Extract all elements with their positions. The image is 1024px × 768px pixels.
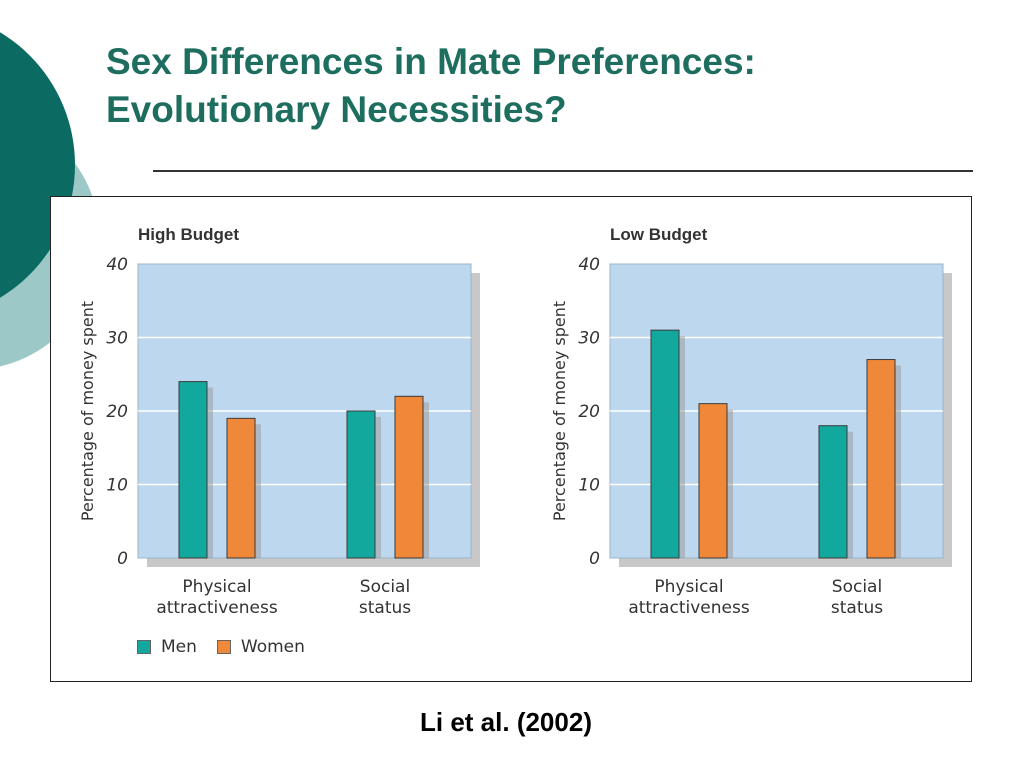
slide-title: Sex Differences in Mate Preferences: Evo… [106, 38, 986, 134]
bar-charts: 0 10 20 30 40 High Budget Percentage of money … [78, 225, 952, 618]
chart-1-category-label-2-line-2: status [359, 598, 411, 618]
chart-2-category-label-1: Physical attractiveness [628, 577, 750, 618]
chart-1-category-label-2-line-1: Social [360, 577, 410, 597]
citation: Li et al. (2002) [420, 707, 592, 737]
chart-1-y-axis-label: Percentage of money spent [78, 301, 97, 521]
legend-item-women: Women [216, 637, 305, 657]
chart-1-category-label-2: Social status [359, 577, 411, 618]
chart-1-y-tick-10: 10 [106, 476, 128, 496]
chart-2-y-tick-40: 40 [578, 255, 600, 275]
chart-2-category-label-2: Social status [831, 577, 883, 618]
chart-1-y-tick-30: 30 [106, 329, 128, 349]
chart-1-bar-men-1 [178, 381, 208, 559]
chart-1-bar-women-2 [394, 395, 424, 559]
legend-label-men: Men [161, 637, 197, 657]
slide-title-line-1: Sex Differences in Mate Preferences: [106, 41, 756, 82]
chart-2-y-tick-10: 10 [578, 476, 600, 496]
slide-title-line-2: Evolutionary Necessities? [106, 89, 567, 130]
chart-1-y-tick-20: 20 [106, 402, 128, 422]
chart-2-y-tick-30: 30 [578, 329, 600, 349]
chart-1-y-tick-40: 40 [106, 255, 128, 275]
chart-2-y-tick-20: 20 [578, 402, 600, 422]
legend-label-women: Women [240, 637, 305, 657]
chart-1-y-tick-0: 0 [117, 549, 128, 569]
chart-2-bar-women-1 [698, 403, 728, 559]
chart-2-bar-women-2 [866, 359, 896, 559]
chart-1-title: High Budget [138, 225, 239, 244]
chart-1-bar-men-2 [346, 410, 376, 559]
title-divider [153, 170, 973, 172]
chart-2-title: Low Budget [610, 225, 708, 244]
chart-2-bar-men-2 [818, 425, 848, 559]
chart-2-category-label-1-line-2: attractiveness [628, 598, 750, 618]
chart-1-category-label-1-line-2: attractiveness [156, 598, 278, 618]
chart-2-category-label-2-line-1: Social [832, 577, 882, 597]
chart-2-category-label-2-line-2: status [831, 598, 883, 618]
chart-1-category-label-1: Physical attractiveness [156, 577, 278, 618]
legend-item-men: Men [137, 637, 197, 657]
chart-2-bar-men-1 [650, 329, 680, 559]
legend-swatch-women [216, 640, 231, 654]
chart-2-category-label-1-line-1: Physical [654, 577, 723, 597]
chart-1-bar-women-1 [226, 417, 256, 559]
chart-2-y-tick-0: 0 [589, 549, 600, 569]
legend-swatch-men [137, 640, 151, 654]
chart-2-y-axis-label: Percentage of money spent [550, 301, 569, 521]
chart-1-category-label-1-line-1: Physical [182, 577, 251, 597]
chart-legend: Men Women [137, 637, 325, 657]
